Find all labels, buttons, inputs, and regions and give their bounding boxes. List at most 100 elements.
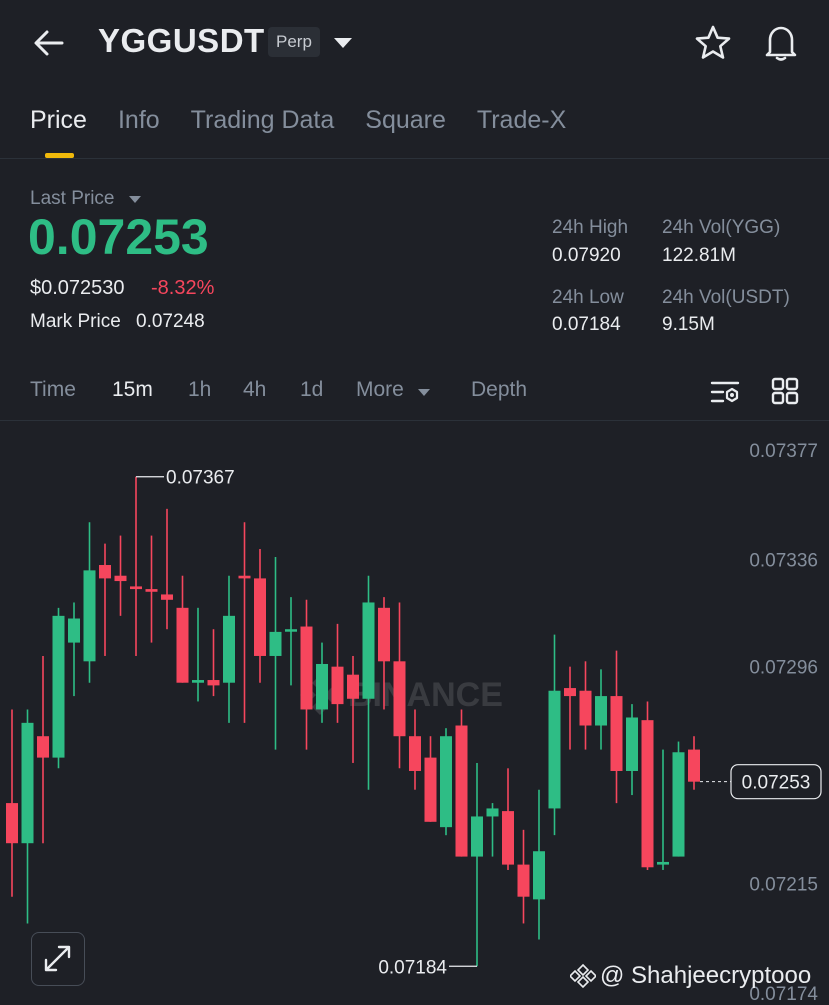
candle-body	[114, 575, 127, 582]
candle	[579, 661, 592, 750]
candle	[316, 642, 328, 723]
tab-price[interactable]: Price	[30, 106, 87, 134]
candle-body	[161, 594, 173, 600]
candle	[52, 607, 65, 769]
candle-body	[378, 607, 390, 662]
candle-body	[424, 757, 437, 822]
last-price-value: 0.07253	[28, 209, 209, 265]
candle-body	[626, 717, 638, 771]
candle	[440, 728, 452, 836]
candle-body	[564, 688, 576, 697]
candle-body	[285, 629, 297, 632]
timeframe-4h[interactable]: 4h	[243, 378, 267, 401]
dropdown-caret-icon	[334, 38, 352, 48]
candle	[672, 741, 685, 857]
candle	[595, 669, 607, 750]
chart-settings-button[interactable]	[708, 376, 742, 408]
timeframe-more[interactable]: More	[356, 378, 404, 401]
more-dropdown-caret[interactable]	[416, 386, 432, 398]
high-24h-label: 24h High	[552, 217, 629, 238]
candle	[223, 575, 235, 723]
layout-grid-button[interactable]	[770, 376, 800, 406]
mark-price-value: 0.07248	[136, 311, 205, 332]
candle	[83, 522, 96, 683]
tab-trading-data[interactable]: Trading Data	[190, 106, 335, 134]
candle-body	[517, 864, 530, 897]
candle-body	[130, 586, 142, 590]
candle-body	[68, 618, 80, 643]
candle	[238, 522, 251, 723]
candle-body	[440, 736, 452, 828]
candle	[455, 709, 468, 857]
current-price-label: 0.07253	[742, 773, 811, 794]
timeframe-1h[interactable]: 1h	[188, 378, 212, 401]
candle	[502, 768, 514, 870]
usd-price: $0.072530	[30, 277, 125, 299]
y-axis-label: 0.07174	[749, 984, 818, 1005]
candle	[254, 548, 266, 683]
back-button[interactable]	[28, 24, 68, 64]
timeframe-divider	[0, 420, 829, 421]
candle-body	[548, 690, 561, 809]
active-tab-indicator	[45, 153, 74, 158]
candle-body	[254, 578, 266, 656]
depth-tab[interactable]: Depth	[471, 378, 528, 401]
grid-layout-icon	[771, 377, 799, 405]
candle	[37, 655, 49, 844]
candle	[393, 602, 406, 769]
candlestick-chart[interactable]: BINANCE 0.073770.073360.072960.072550.07…	[0, 421, 829, 1005]
candle	[161, 508, 173, 630]
candle	[347, 655, 359, 763]
high-24h-value: 0.07920	[552, 245, 621, 266]
credit-watermark: @ Shahjeecryptooo	[570, 962, 811, 990]
tab-square[interactable]: Square	[365, 106, 446, 134]
symbol-title[interactable]: YGGUSDT	[98, 22, 265, 59]
candle-body	[176, 607, 189, 683]
candle	[564, 666, 576, 750]
fullscreen-button[interactable]	[31, 932, 85, 986]
candle	[285, 597, 297, 686]
candle	[331, 623, 344, 723]
high-marker-label: 0.07367	[166, 468, 235, 489]
candle	[409, 709, 421, 790]
bell-icon	[765, 26, 797, 61]
favorite-button[interactable]	[694, 24, 732, 62]
candle-body	[610, 696, 623, 771]
timeframe-time[interactable]: Time	[30, 378, 76, 401]
chart-settings-icon	[710, 381, 740, 403]
credit-text: @ Shahjeecryptooo	[600, 962, 812, 989]
price-change-pct: -8.32%	[151, 277, 215, 299]
dropdown-caret-icon	[129, 196, 141, 203]
timeframe-15m[interactable]: 15m	[112, 378, 153, 401]
tab-trade-x[interactable]: Trade-X	[476, 106, 567, 134]
candle-body	[331, 666, 344, 705]
alert-button[interactable]	[762, 22, 800, 62]
contract-type-badge: Perp	[268, 27, 320, 57]
candle-body	[409, 736, 421, 771]
last-price-label[interactable]: Last Price	[30, 188, 115, 209]
last-price-dropdown[interactable]	[127, 193, 143, 205]
candle-body	[83, 570, 96, 662]
candle	[68, 602, 80, 697]
low-24h-value: 0.07184	[552, 314, 621, 335]
candle-body	[595, 696, 607, 726]
candle-body	[300, 626, 313, 710]
candle	[641, 701, 654, 870]
candle-body	[471, 816, 483, 857]
star-icon	[695, 25, 731, 59]
candle	[114, 535, 127, 616]
timeframe-1d[interactable]: 1d	[300, 378, 324, 401]
candle-body	[192, 680, 204, 683]
candle-body	[533, 851, 545, 900]
candle	[424, 736, 437, 822]
tab-info[interactable]: Info	[117, 106, 160, 134]
candle-body	[238, 575, 251, 579]
candle-body	[672, 752, 685, 857]
y-axis-label: 0.07377	[749, 441, 818, 462]
candle	[533, 789, 545, 940]
candle-body	[207, 680, 220, 686]
y-axis-label: 0.07336	[749, 551, 818, 572]
candle-body	[455, 725, 468, 857]
candle	[362, 575, 375, 790]
symbol-dropdown-button[interactable]	[332, 35, 354, 51]
